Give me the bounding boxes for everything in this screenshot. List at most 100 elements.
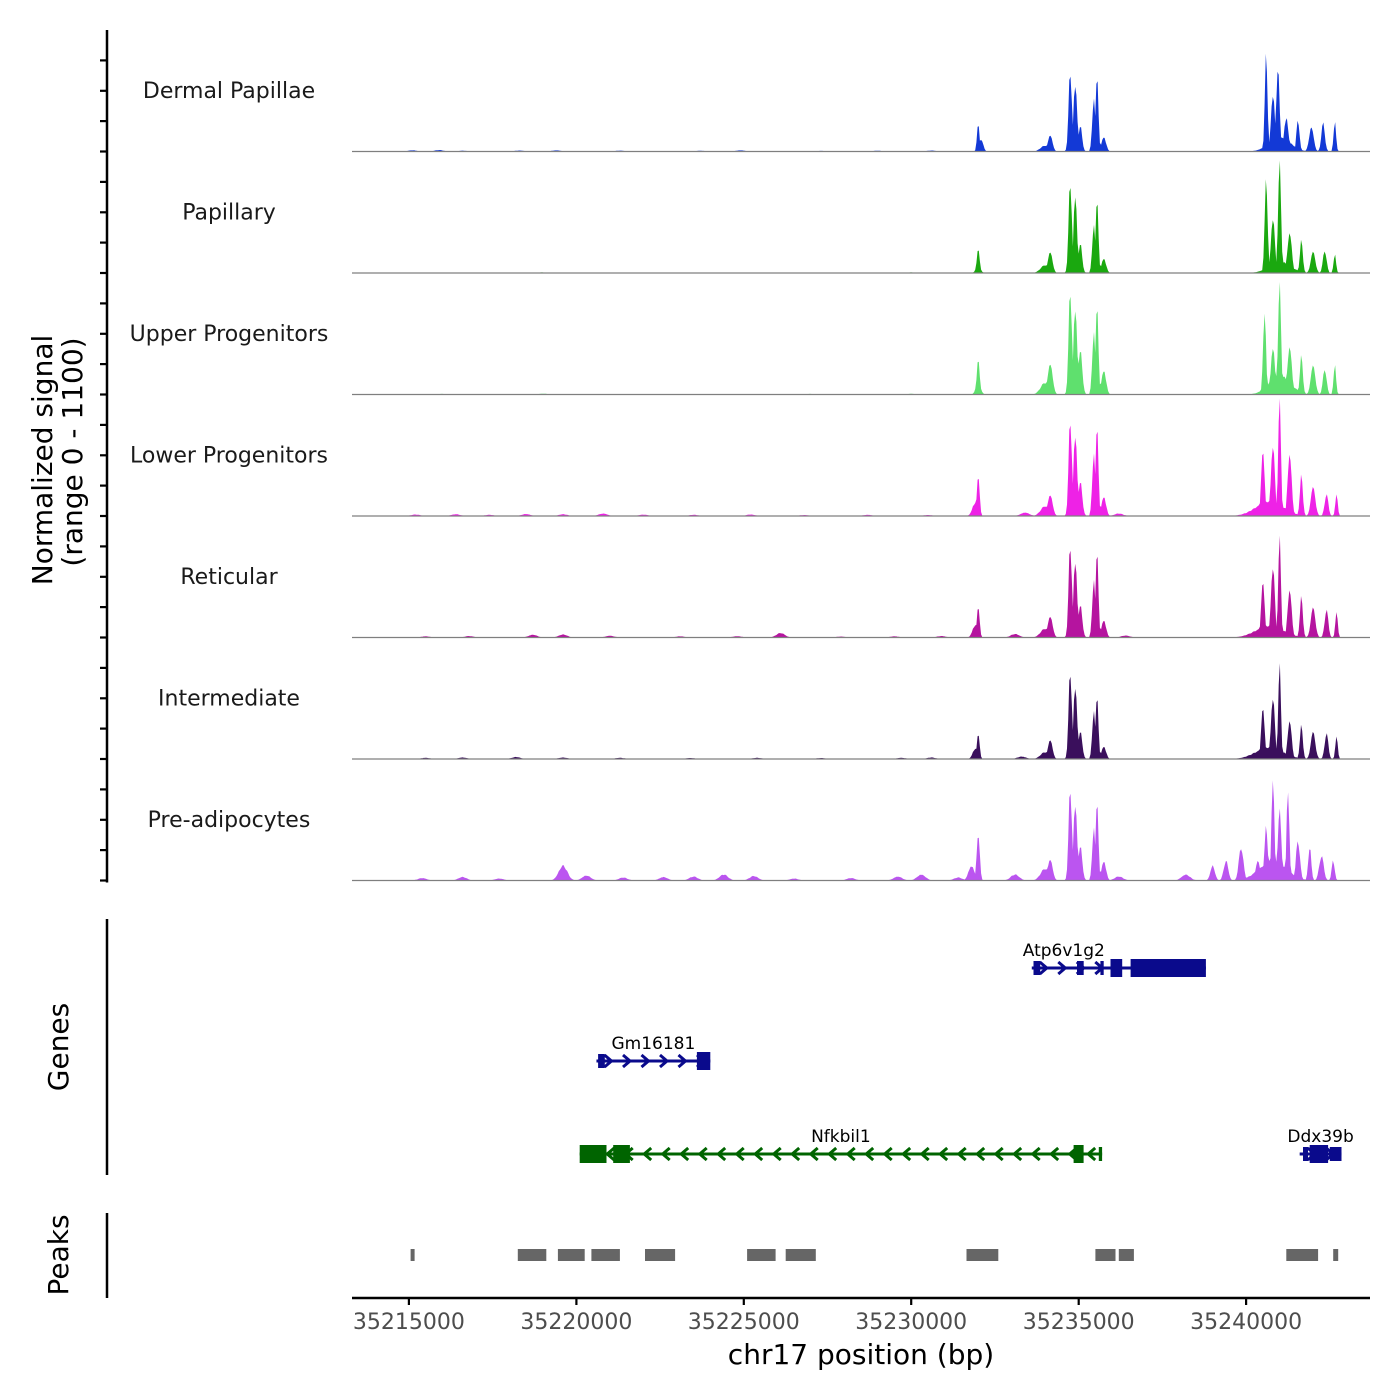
peak-region — [1118, 1249, 1134, 1261]
strand-chevron — [808, 1146, 819, 1162]
gene-exon — [598, 1054, 605, 1068]
gene-models: Atp6v1g2 Gm16181 Nfkbil1 Ddx39b — [579, 941, 1354, 1163]
coverage-area — [398, 535, 1340, 638]
strand-chevron — [1057, 960, 1068, 976]
track-lower-progenitors: Lower Progenitors — [130, 398, 1370, 517]
strand-chevron — [715, 1146, 727, 1162]
peaks-panel: Peaks — [42, 1213, 1339, 1298]
strand-chevron — [752, 1146, 764, 1162]
strand-chevron — [919, 1146, 930, 1162]
strand-chevron — [697, 1146, 708, 1162]
peak-region — [1095, 1249, 1116, 1261]
gene-exon — [1033, 961, 1041, 975]
strand-chevron — [974, 1146, 986, 1162]
peak-region — [645, 1249, 676, 1261]
peak-region — [517, 1249, 547, 1261]
strand-chevron — [622, 1053, 633, 1069]
coverage-area — [398, 663, 1340, 759]
gene-exon — [1130, 959, 1206, 977]
track-upper-progenitors: Upper Progenitors — [130, 282, 1370, 396]
strand-chevron — [734, 1146, 745, 1162]
strand-chevron — [863, 1146, 875, 1162]
peaks-track-title: Peaks — [42, 1214, 75, 1295]
track-reticular: Reticular — [180, 535, 1370, 639]
genes-track-title: Genes — [42, 1003, 75, 1091]
peak-region — [1286, 1249, 1319, 1261]
peak-region — [557, 1249, 585, 1261]
peak-region — [785, 1249, 816, 1261]
strand-chevron — [677, 1053, 688, 1069]
gene-exon — [1077, 961, 1084, 975]
strand-chevron — [993, 1146, 1004, 1162]
track-pre-adipocytes: Pre-adipocytes — [148, 780, 1370, 882]
gene-exon — [1110, 959, 1123, 977]
track-papillary: Papillary — [182, 160, 1370, 274]
x-axis: 35215000 35220000 35225000 35230000 35235000… — [352, 1296, 1370, 1335]
coverage-area — [398, 780, 1340, 881]
track-label: Intermediate — [158, 687, 300, 712]
x-tick-label: 35225000 — [688, 1310, 800, 1335]
strand-chevron — [1085, 1146, 1097, 1162]
peak-region — [591, 1249, 620, 1261]
peak-region — [966, 1249, 999, 1261]
coverage-area — [398, 398, 1340, 516]
gene-label: Gm16181 — [611, 1034, 695, 1054]
gene-gm16181: Gm16181 — [596, 1034, 711, 1070]
coverage-tracks: Dermal Papillae Papillary Upper Progenitor… — [130, 53, 1370, 882]
gene-atp6v1g2: Atp6v1g2 — [1023, 941, 1206, 977]
gene-exon — [696, 1052, 711, 1070]
strand-chevron — [659, 1053, 670, 1069]
strand-chevron — [640, 1053, 651, 1069]
gene-exon — [1303, 1147, 1308, 1161]
coverage-area — [398, 282, 1340, 395]
x-tick-label: 35240000 — [1190, 1310, 1302, 1335]
gene-label: Nfkbil1 — [811, 1127, 871, 1147]
x-tick-label: 35235000 — [1023, 1310, 1135, 1335]
gene-exon — [1073, 1145, 1084, 1163]
strand-chevron — [1011, 1146, 1023, 1162]
peak-region — [1333, 1249, 1339, 1261]
gene-exon — [1329, 1147, 1342, 1161]
strand-chevron — [641, 1146, 653, 1162]
track-label: Dermal Papillae — [143, 79, 315, 104]
gene-nfkbil1: Nfkbil1 — [579, 1127, 1103, 1163]
gene-exon — [613, 1145, 630, 1163]
x-tick-label: 35230000 — [855, 1310, 967, 1335]
strand-chevron — [678, 1146, 690, 1162]
gene-exon — [579, 1145, 607, 1163]
x-tick-label: 35215000 — [353, 1310, 465, 1335]
genes-panel: Genes Atp6v1g2 Gm16181 Nfkbil1 Ddx39b — [42, 919, 1354, 1175]
track-dermal-papillae: Dermal Papillae — [143, 53, 1370, 153]
x-tick-label: 35220000 — [520, 1310, 632, 1335]
strand-chevron — [789, 1146, 801, 1162]
track-label: Papillary — [182, 201, 276, 226]
track-label: Upper Progenitors — [130, 322, 329, 347]
track-label: Pre-adipocytes — [148, 808, 311, 833]
gene-label: Atp6v1g2 — [1023, 941, 1105, 961]
track-intermediate: Intermediate — [158, 663, 1370, 760]
strand-chevron — [603, 1053, 614, 1069]
track-label: Reticular — [180, 565, 278, 590]
gene-ddx39b: Ddx39b — [1287, 1127, 1354, 1163]
strand-chevron — [900, 1146, 912, 1162]
coverage-area — [398, 53, 1340, 152]
strand-chevron — [604, 1146, 616, 1162]
y-axis-title-line-2: (range 0 - 1100) — [56, 337, 89, 566]
track-label: Lower Progenitors — [130, 444, 328, 469]
gene-exon — [1098, 1147, 1103, 1161]
strand-chevron — [1030, 1146, 1041, 1162]
strand-chevron — [845, 1146, 856, 1162]
strand-chevron — [1038, 960, 1050, 976]
strand-chevron — [937, 1146, 949, 1162]
strand-chevron — [771, 1146, 782, 1162]
strand-chevron — [660, 1146, 671, 1162]
y-axis-title-line-1: Normalized signal — [26, 335, 59, 586]
gene-exon — [1309, 1145, 1329, 1163]
y-axis — [100, 30, 109, 883]
gene-label: Ddx39b — [1287, 1127, 1353, 1147]
strand-chevron — [956, 1146, 967, 1162]
strand-chevron — [826, 1146, 838, 1162]
gene-exon — [1100, 961, 1104, 975]
peak-regions — [410, 1249, 1339, 1261]
